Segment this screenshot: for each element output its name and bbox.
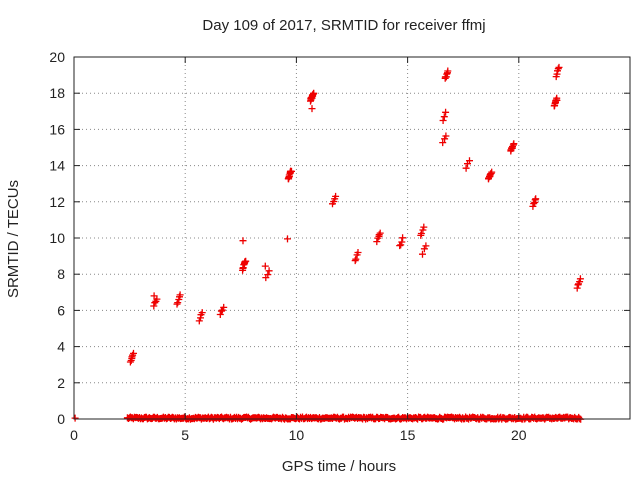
data-point: [198, 309, 206, 317]
data-point: [173, 300, 181, 308]
y-tick-label: 2: [57, 375, 65, 391]
y-tick-label: 6: [57, 302, 65, 318]
data-point: [530, 200, 538, 208]
y-tick-label: 12: [49, 194, 65, 210]
data-point: [462, 164, 470, 172]
data-point: [150, 292, 158, 300]
data-point: [130, 349, 137, 357]
data-point: [126, 358, 134, 366]
data-point: [422, 242, 430, 250]
x-tick-label: 5: [181, 427, 189, 443]
data-point: [264, 271, 272, 279]
x-axis-label: GPS time / hours: [282, 458, 396, 475]
data-points: [71, 63, 585, 423]
data-point: [532, 195, 540, 203]
data-point: [576, 275, 584, 283]
data-point: [375, 231, 383, 239]
data-point: [442, 132, 450, 140]
data-point: [220, 303, 228, 311]
data-point: [151, 299, 159, 307]
data-point: [573, 284, 581, 292]
data-point: [554, 65, 562, 73]
y-tick-label: 8: [57, 266, 65, 282]
data-point: [510, 140, 518, 148]
x-tick-label: 15: [400, 427, 416, 443]
x-tick-label: 0: [70, 427, 78, 443]
data-point: [174, 299, 182, 307]
data-point: [444, 67, 452, 75]
data-point: [242, 257, 250, 265]
data-point: [216, 311, 224, 318]
data-point: [352, 255, 360, 263]
y-axis-label: SRMTID / TECUs: [5, 180, 22, 298]
y-tick-label: 20: [49, 49, 65, 65]
data-point: [488, 168, 496, 176]
y-tick-label: 14: [49, 158, 65, 174]
data-point: [265, 267, 273, 275]
data-point: [399, 234, 407, 242]
data-point: [373, 238, 381, 246]
data-point: [442, 108, 450, 116]
data-point: [398, 238, 406, 246]
data-point: [310, 89, 318, 97]
y-tick-label: 18: [49, 85, 65, 101]
data-point: [284, 235, 291, 243]
data-point: [420, 223, 428, 231]
data-point: [439, 139, 447, 147]
grid: [74, 57, 630, 419]
data-point: [150, 302, 158, 310]
data-point: [550, 102, 558, 110]
y-tick-label: 4: [57, 339, 65, 355]
data-point: [439, 117, 447, 124]
data-point: [261, 262, 269, 270]
data-point: [308, 105, 316, 113]
x-tick-label: 20: [511, 427, 527, 443]
data-point: [419, 250, 426, 258]
data-point: [354, 249, 362, 256]
data-point: [288, 167, 295, 175]
data-point: [217, 307, 225, 315]
data-point: [376, 229, 384, 237]
y-tick-label: 10: [49, 230, 65, 246]
x-tick-label: 10: [289, 427, 305, 443]
data-point: [553, 94, 561, 102]
data-point: [396, 242, 404, 250]
data-point: [332, 192, 340, 200]
y-tick-label: 0: [57, 411, 65, 427]
data-point: [417, 230, 425, 237]
chart-title: Day 109 of 2017, SRMTID for receiver ffm…: [202, 17, 485, 34]
axis-ticks: 0 5 10 15 20 0 2 4 6 8 10 12 14 16 18 20: [49, 49, 630, 443]
data-point: [466, 157, 473, 165]
data-point: [309, 91, 317, 99]
data-point: [195, 317, 203, 325]
data-point: [443, 70, 451, 78]
data-point: [71, 414, 79, 422]
y-tick-label: 16: [49, 121, 65, 137]
data-point: [555, 63, 563, 71]
data-point: [239, 237, 247, 245]
data-point: [176, 291, 184, 299]
data-point: [440, 113, 448, 121]
